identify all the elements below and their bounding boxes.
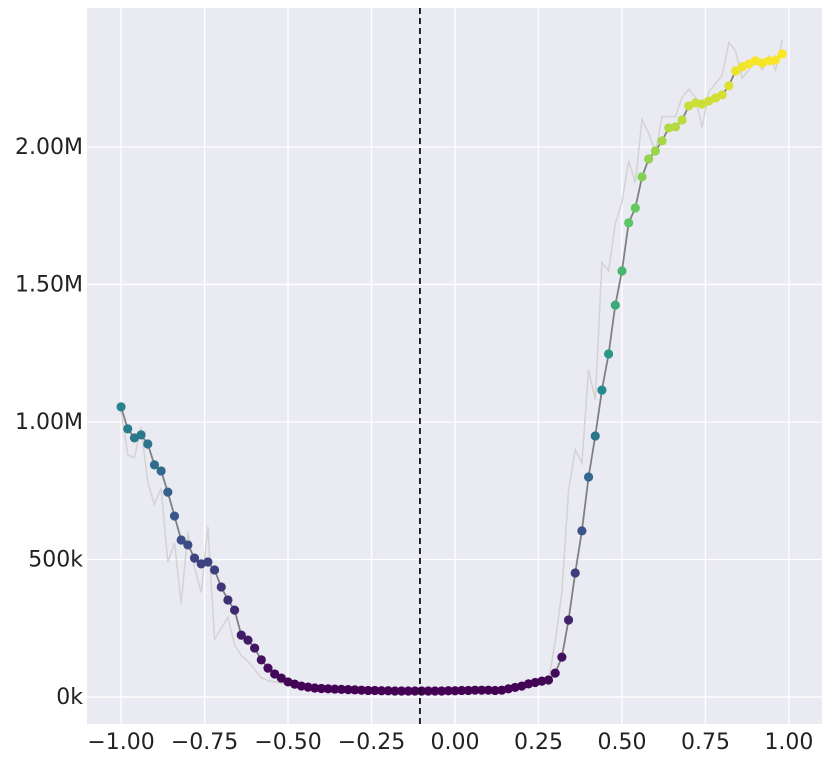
point — [457, 685, 467, 696]
point — [270, 669, 280, 679]
point — [243, 635, 253, 645]
point — [590, 431, 600, 441]
point — [216, 582, 226, 592]
point — [343, 685, 353, 695]
point — [330, 684, 340, 694]
point — [770, 55, 781, 65]
point — [450, 686, 460, 696]
point — [677, 115, 687, 125]
point — [203, 557, 213, 567]
x-tick-label: 0.75 — [681, 730, 730, 755]
point — [604, 349, 614, 359]
point — [209, 565, 220, 575]
x-tick-label: 0.50 — [597, 730, 646, 755]
point — [490, 685, 500, 696]
point — [637, 172, 647, 182]
point — [597, 385, 607, 395]
y-tick-label: 0k — [56, 685, 83, 710]
x-tick-label: −1.00 — [87, 730, 154, 755]
point — [463, 685, 473, 696]
point — [383, 686, 393, 696]
x-tick-label: −0.50 — [254, 730, 321, 755]
point — [777, 49, 787, 59]
point — [263, 663, 273, 673]
point — [350, 685, 360, 695]
point — [610, 300, 620, 310]
point — [670, 122, 681, 132]
point — [724, 81, 734, 91]
point — [276, 673, 286, 683]
y-tick-label: 1.00M — [15, 410, 83, 435]
point — [550, 668, 560, 678]
point — [443, 686, 453, 696]
point — [149, 460, 160, 470]
x-tick-label: −0.25 — [338, 730, 405, 755]
point — [577, 526, 587, 536]
x-tick-label: 0.25 — [514, 730, 563, 755]
y-tick-label: 2.00M — [15, 135, 83, 160]
point — [477, 685, 487, 695]
point — [230, 605, 240, 615]
point — [156, 466, 166, 476]
point — [143, 439, 153, 449]
point — [183, 540, 193, 550]
point — [336, 684, 347, 694]
point — [570, 568, 580, 578]
point — [717, 90, 727, 100]
point — [730, 66, 741, 76]
point — [363, 685, 373, 696]
point — [356, 685, 367, 695]
point — [176, 535, 186, 545]
x-tick-label: 0.00 — [431, 730, 480, 755]
point — [617, 266, 627, 276]
x-tick-label: 1.00 — [764, 730, 813, 755]
point — [303, 682, 313, 692]
point — [310, 683, 320, 693]
point — [437, 686, 447, 696]
point — [624, 218, 634, 228]
point — [470, 685, 480, 695]
point — [657, 136, 667, 146]
point — [169, 511, 180, 521]
point — [116, 402, 126, 412]
point — [543, 675, 554, 685]
point — [323, 684, 333, 694]
point — [403, 686, 413, 696]
point — [123, 424, 133, 434]
point — [189, 553, 200, 563]
point — [396, 686, 407, 696]
point — [236, 630, 246, 640]
point — [650, 146, 660, 156]
point — [223, 595, 233, 605]
y-tick-label: 1.50M — [15, 272, 83, 297]
point — [376, 686, 387, 696]
point — [423, 686, 433, 696]
point — [563, 615, 574, 625]
point — [163, 487, 173, 497]
point — [583, 472, 594, 482]
point — [390, 686, 400, 696]
point — [370, 685, 380, 696]
point — [316, 683, 327, 694]
point — [250, 643, 260, 653]
point — [644, 154, 654, 164]
point — [430, 686, 440, 696]
x-tick-label: −0.75 — [171, 730, 238, 755]
point — [256, 655, 266, 665]
point — [483, 685, 493, 695]
point — [410, 686, 420, 696]
point — [764, 56, 774, 66]
y-tick-label: 500k — [28, 548, 83, 573]
point — [630, 203, 640, 213]
point — [136, 430, 146, 440]
point — [557, 652, 567, 662]
